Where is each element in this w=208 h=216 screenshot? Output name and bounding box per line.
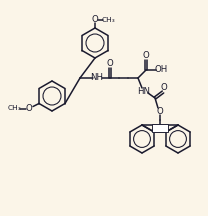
Text: O: O [143, 51, 149, 60]
Text: Abs: Abs [154, 125, 166, 131]
Text: O: O [161, 84, 167, 92]
FancyBboxPatch shape [152, 124, 168, 132]
Text: O: O [157, 108, 163, 116]
Text: CH₃: CH₃ [101, 16, 115, 22]
Text: OH: OH [154, 65, 168, 73]
Text: O: O [26, 104, 32, 113]
Text: NH: NH [90, 73, 104, 81]
Text: O: O [107, 59, 113, 68]
Text: O: O [92, 15, 98, 24]
Text: HN: HN [137, 86, 151, 95]
Text: CH₃: CH₃ [7, 105, 21, 111]
